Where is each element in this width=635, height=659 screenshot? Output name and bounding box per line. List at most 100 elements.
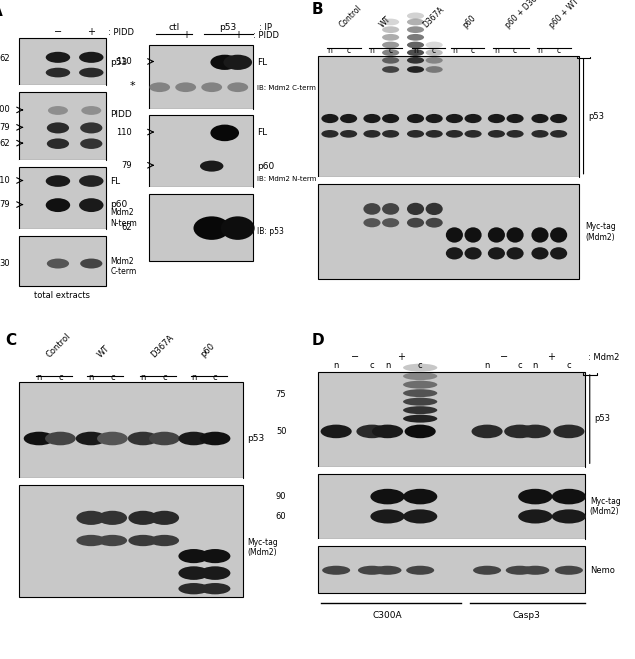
Bar [19,229,105,236]
Bar [318,372,585,467]
Ellipse shape [46,198,70,212]
Ellipse shape [48,106,68,115]
Bar [318,474,585,539]
Text: D367A: D367A [149,333,175,359]
Ellipse shape [47,138,69,149]
Ellipse shape [80,138,102,149]
Text: c: c [518,362,522,370]
Ellipse shape [404,424,436,438]
Ellipse shape [340,130,357,138]
Ellipse shape [425,130,443,138]
Ellipse shape [507,247,524,260]
Text: IB: Mdm2 N-term: IB: Mdm2 N-term [257,176,317,182]
Ellipse shape [425,66,443,73]
Text: Myc-tag
(Mdm2): Myc-tag (Mdm2) [247,538,278,558]
Text: −: − [500,352,508,362]
Text: p60 + D367A: p60 + D367A [504,0,547,30]
Ellipse shape [79,68,104,77]
Text: −: − [208,30,216,40]
Text: 110: 110 [0,176,10,185]
Ellipse shape [403,364,438,372]
Ellipse shape [403,397,438,406]
Ellipse shape [505,565,534,575]
Ellipse shape [128,432,158,445]
Text: n: n [494,45,499,55]
Ellipse shape [407,49,424,56]
Text: D: D [311,333,324,348]
Ellipse shape [407,34,424,41]
Text: Control: Control [44,331,72,359]
Ellipse shape [23,432,55,445]
Text: FL: FL [257,129,267,137]
Bar [19,92,105,159]
Ellipse shape [150,535,179,546]
Ellipse shape [425,42,443,48]
Ellipse shape [406,565,434,575]
Text: n: n [36,374,42,382]
Ellipse shape [425,57,443,64]
Bar [149,45,253,109]
Ellipse shape [45,432,76,445]
Bar [19,167,105,229]
Ellipse shape [553,424,584,438]
Text: 79: 79 [0,200,10,209]
Ellipse shape [555,565,583,575]
Ellipse shape [175,82,196,92]
Text: C300A: C300A [373,612,403,620]
Ellipse shape [321,424,352,438]
Ellipse shape [507,114,524,123]
Bar [318,185,579,279]
Ellipse shape [76,432,107,445]
Ellipse shape [425,49,443,56]
Ellipse shape [403,509,438,523]
Ellipse shape [370,489,404,504]
Text: c: c [557,45,561,55]
Ellipse shape [178,549,209,563]
Bar [318,177,579,185]
Ellipse shape [521,565,549,575]
Ellipse shape [80,258,102,268]
Ellipse shape [382,34,399,41]
Ellipse shape [407,203,424,215]
Text: Myc-tag
(Mdm2): Myc-tag (Mdm2) [585,222,616,242]
Text: c: c [162,374,167,382]
Ellipse shape [47,258,69,268]
Ellipse shape [472,424,503,438]
Ellipse shape [200,566,231,580]
Text: IB: p53: IB: p53 [257,227,284,236]
Text: FL: FL [110,177,120,186]
Text: IB: Mdm2 C-term: IB: Mdm2 C-term [257,85,316,91]
Text: 110: 110 [117,128,132,136]
Ellipse shape [407,57,424,64]
Text: p60 + WT: p60 + WT [547,0,581,30]
Ellipse shape [382,57,399,64]
Bar [318,56,579,177]
Text: : IP: : IP [258,24,272,32]
Ellipse shape [403,415,438,422]
Ellipse shape [340,114,357,123]
Ellipse shape [550,114,567,123]
Text: n: n [140,374,146,382]
Ellipse shape [403,489,438,504]
Text: 79: 79 [122,161,132,170]
Text: Nemo: Nemo [590,566,615,575]
Text: WT: WT [95,343,111,359]
Ellipse shape [407,18,424,25]
Ellipse shape [465,227,481,243]
Ellipse shape [321,114,338,123]
Text: n: n [370,45,375,55]
Ellipse shape [382,42,399,48]
Text: B: B [311,3,323,17]
Text: n: n [533,362,538,370]
Text: n: n [333,362,339,370]
Text: p60: p60 [110,200,128,209]
Ellipse shape [178,583,209,594]
Text: PIDD: PIDD [110,109,132,119]
Text: n: n [88,374,94,382]
Text: ctl: ctl [168,24,180,32]
Text: 75: 75 [276,390,286,399]
Text: p53: p53 [588,113,604,121]
Text: +: + [182,30,190,40]
Ellipse shape [200,161,224,171]
Bar [19,85,105,92]
